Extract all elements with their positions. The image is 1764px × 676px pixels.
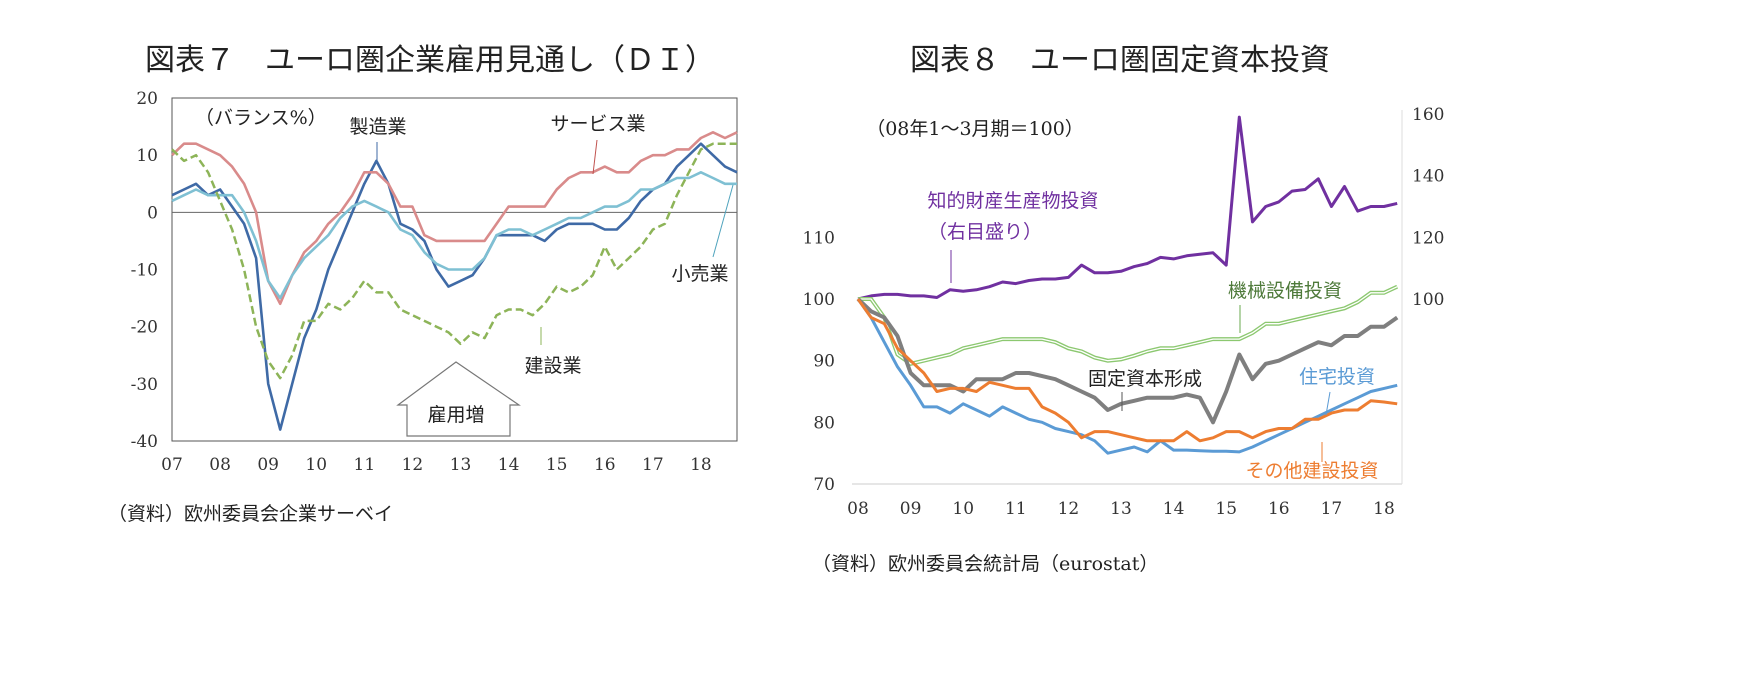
right-x-tick-label: 17 — [1321, 499, 1343, 519]
right-chart-left-y-tick-label: 70 — [813, 475, 835, 495]
right-chart-right-y-tick-label: 160 — [1412, 105, 1444, 125]
left-x-tick-label: 16 — [594, 455, 616, 475]
right-chart-left-y-tick-label: 100 — [803, 290, 835, 310]
left-series-line-0 — [171, 142, 738, 431]
right-chart-left-y-tick-label: 80 — [813, 413, 835, 433]
left-x-tick-label: 14 — [498, 455, 520, 475]
left-source: （資料）欧州委員会企業サーベイ — [108, 503, 393, 525]
left-series-line-1 — [171, 131, 738, 306]
label-other-construction: その他建設投資 — [1245, 460, 1378, 482]
right-x-tick-label: 18 — [1373, 499, 1395, 519]
left-y-tick-label: -20 — [131, 318, 158, 338]
arrow-housing — [1325, 391, 1331, 416]
left-series-line-2 — [171, 171, 737, 300]
left-x-tick-label: 07 — [161, 455, 183, 475]
left-x-tick-label: 18 — [690, 455, 712, 475]
left-y-tick-label: 20 — [136, 89, 158, 109]
left-chart-title: 図表７ ユーロ圏企業雇用見通し（ＤＩ） — [145, 43, 715, 78]
right-x-tick-label: 09 — [900, 499, 922, 519]
label-machinery: 機械設備投資 — [1228, 280, 1342, 302]
label-services: サービス業 — [550, 113, 645, 135]
left-y-tick-label: 0 — [147, 203, 158, 223]
left-y-tick-label: 10 — [136, 146, 158, 166]
left-x-tick-label: 09 — [257, 455, 279, 475]
right-chart: 110 100 90 80 70 160 140 120 100 08 09 10 11 12 13 14 15… — [803, 105, 1445, 519]
right-x-tick-label: 14 — [1163, 499, 1185, 519]
label-gfcf: 固定資本形成 — [1088, 368, 1202, 390]
employment-up-label: 雇用増 — [427, 404, 484, 426]
right-x-tick-label: 15 — [1215, 499, 1237, 519]
right-series-line-2 — [856, 297, 1399, 425]
right-x-tick-label: 13 — [1110, 499, 1132, 519]
left-series-line-3 — [171, 142, 737, 380]
left-x-tick-label: 08 — [209, 455, 231, 475]
left-y-tick-label: -10 — [131, 261, 158, 281]
right-series-line-3 — [856, 298, 1398, 455]
arrow-services — [592, 139, 598, 175]
label-right-axis-note: （右目盛り） — [928, 221, 1042, 243]
left-y-tick-label: -30 — [131, 375, 158, 395]
left-x-tick-label: 11 — [354, 455, 376, 475]
right-chart-right-y-tick-label: 100 — [1412, 290, 1444, 310]
right-unit-label: （08年1～3月期＝100） — [866, 118, 1084, 140]
arrow-retail — [712, 184, 734, 258]
right-series-line-1-inner — [858, 286, 1398, 365]
left-plot-frame — [171, 97, 738, 442]
left-x-tick-label: 10 — [305, 455, 327, 475]
right-series-line-4 — [856, 298, 1398, 443]
right-series-line-0 — [857, 115, 1398, 301]
label-housing: 住宅投資 — [1299, 366, 1375, 388]
employment-up-arrow-icon — [396, 361, 521, 437]
right-x-tick-label: 12 — [1058, 499, 1080, 519]
right-x-tick-label: 11 — [1005, 499, 1027, 519]
left-y-tick-label: -40 — [131, 432, 158, 452]
right-chart-left-y-tick-label: 110 — [803, 228, 835, 248]
left-unit-label: （バランス%） — [195, 107, 327, 129]
label-ip-investment: 知的財産生産物投資 — [927, 190, 1098, 212]
right-source: （資料）欧州委員会統計局（eurostat） — [812, 553, 1158, 575]
left-x-tick-label: 17 — [642, 455, 664, 475]
left-x-tick-label: 12 — [402, 455, 424, 475]
right-x-tick-label: 16 — [1268, 499, 1290, 519]
right-x-tick-label: 08 — [847, 499, 869, 519]
right-chart-left-y-tick-label: 90 — [813, 352, 835, 372]
label-manufacturing: 製造業 — [349, 116, 406, 138]
right-chart-right-y-tick-label: 120 — [1412, 228, 1444, 248]
label-retail: 小売業 — [671, 263, 728, 285]
left-x-tick-label: 13 — [450, 455, 472, 475]
right-x-tick-label: 10 — [952, 499, 974, 519]
left-x-tick-label: 15 — [546, 455, 568, 475]
label-construction: 建設業 — [524, 355, 581, 377]
right-chart-title: 図表８ ユーロ圏固定資本投資 — [910, 43, 1330, 78]
right-chart-right-y-tick-label: 140 — [1412, 167, 1444, 187]
